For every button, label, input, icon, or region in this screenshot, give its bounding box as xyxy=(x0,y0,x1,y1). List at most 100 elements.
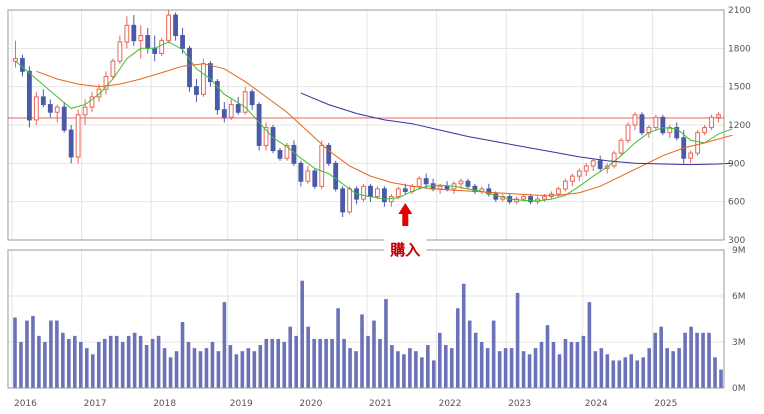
candle-up xyxy=(625,124,631,141)
candle-up xyxy=(590,160,596,167)
volume-bar xyxy=(575,342,580,388)
volume-bar xyxy=(443,345,448,388)
volume-bar xyxy=(665,348,669,388)
volume-bar xyxy=(25,320,29,388)
volume-bar xyxy=(312,338,316,388)
candle-up xyxy=(347,188,353,213)
volume-bar xyxy=(719,369,723,388)
volume-bar xyxy=(623,357,628,388)
volume-bar xyxy=(617,360,622,388)
volume-bar xyxy=(360,314,364,388)
volume-bar xyxy=(689,326,693,388)
candle-up xyxy=(611,152,617,167)
volume-bar xyxy=(701,332,705,388)
volume-bar xyxy=(366,335,370,388)
volume-bar xyxy=(683,332,687,388)
volume-bar xyxy=(282,342,287,388)
year-label: 2023 xyxy=(508,399,531,409)
candle-down xyxy=(180,35,185,49)
annotation-label: 購入 xyxy=(389,241,420,259)
volume-bar xyxy=(204,348,209,388)
candle-down xyxy=(298,162,304,182)
candle-up xyxy=(117,41,123,62)
volume-bar xyxy=(300,280,304,388)
candle-down xyxy=(187,47,192,88)
volume-bar xyxy=(485,348,490,388)
candle-up xyxy=(89,96,95,108)
volume-bar xyxy=(707,332,711,388)
candle-up xyxy=(709,116,714,129)
candle-up xyxy=(716,114,721,118)
volume-bar xyxy=(61,332,65,388)
volume-bar xyxy=(497,351,502,388)
year-label: 2020 xyxy=(299,399,322,409)
candle-up xyxy=(388,196,394,203)
volume-bar xyxy=(605,354,610,388)
candle-down xyxy=(444,185,450,190)
candle-down xyxy=(423,178,429,185)
volume-bar xyxy=(503,348,508,388)
candle-down xyxy=(486,188,492,195)
candle-down xyxy=(61,106,67,131)
candle-up xyxy=(228,104,234,118)
candle-up xyxy=(96,88,102,98)
candle-down xyxy=(597,160,603,169)
volume-bar xyxy=(192,348,197,388)
candle-down xyxy=(40,96,46,106)
volume-bar xyxy=(378,338,382,388)
candle-down xyxy=(47,104,53,113)
volume-bar xyxy=(599,348,604,388)
volume-bar xyxy=(593,351,598,388)
candle-up xyxy=(166,14,172,42)
candle-up xyxy=(576,170,582,177)
volume-bar xyxy=(539,342,544,388)
volume-bar xyxy=(509,348,514,388)
volume-bar xyxy=(342,338,346,388)
candle-up xyxy=(395,188,401,198)
moving-averages xyxy=(15,41,733,202)
volume-bar xyxy=(587,302,592,388)
candle-up xyxy=(556,188,561,195)
volume-bar xyxy=(198,351,203,388)
volume-bar xyxy=(168,357,173,388)
panel-frames xyxy=(7,9,725,389)
candle-up xyxy=(542,196,547,200)
volume-bar xyxy=(55,320,59,388)
candle-down xyxy=(430,183,436,190)
volume-bar xyxy=(67,338,71,388)
buy-annotation: 購入 xyxy=(384,203,427,260)
candle-up xyxy=(138,35,144,42)
candle-down xyxy=(402,188,408,192)
volume-bar xyxy=(545,325,550,388)
volume-bar xyxy=(473,332,478,388)
candle-down xyxy=(465,180,471,187)
candle-up xyxy=(201,63,206,95)
volume-bar xyxy=(108,335,113,388)
price-tick-label: 600 xyxy=(728,198,745,208)
volume-bar xyxy=(84,348,89,388)
buy-arrow-icon xyxy=(398,203,413,226)
volume-bar xyxy=(414,351,418,388)
volume-bar xyxy=(677,348,681,388)
year-label: 2018 xyxy=(153,399,176,409)
volume-bar xyxy=(629,354,634,388)
volume-bar xyxy=(240,351,245,388)
candle-up xyxy=(305,170,311,182)
volume-bar xyxy=(659,326,663,388)
candle-down xyxy=(326,144,332,164)
volume-bar xyxy=(449,348,454,388)
grid-lines xyxy=(8,9,724,389)
volume-bar xyxy=(713,357,717,388)
volume-bar xyxy=(288,326,293,388)
volume-panel-frame xyxy=(7,249,725,389)
volume-bar xyxy=(210,342,215,388)
volume-bar xyxy=(330,338,334,388)
volume-bar xyxy=(222,302,227,388)
price-tick-label: 2100 xyxy=(728,6,751,16)
volume-bar xyxy=(138,335,143,388)
candle-up xyxy=(319,144,325,187)
volume-bar xyxy=(294,335,298,388)
volume-bar xyxy=(695,332,699,388)
year-label: 2025 xyxy=(654,399,677,409)
